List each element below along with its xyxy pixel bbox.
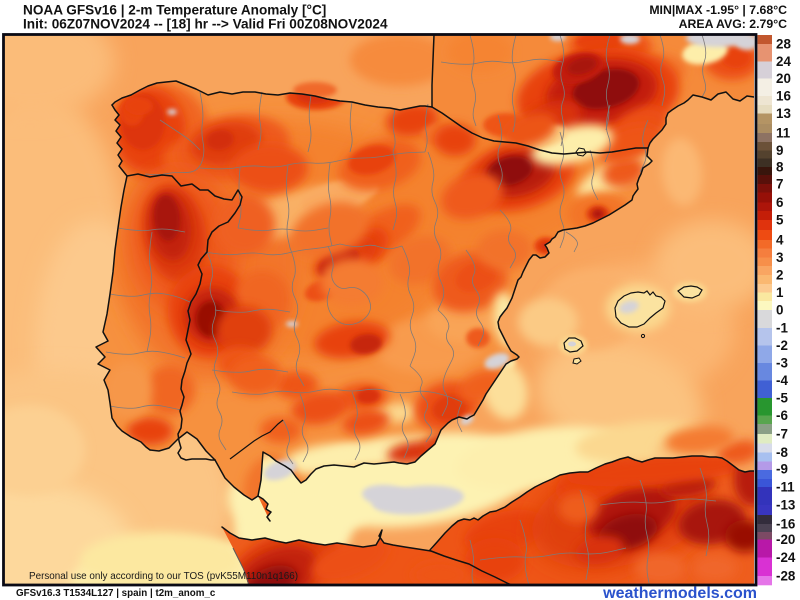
- svg-text:Init: 06Z07NOV2024 -- [18] hr: Init: 06Z07NOV2024 -- [18] hr --> Valid …: [23, 17, 388, 32]
- svg-text:20: 20: [776, 71, 791, 86]
- svg-text:weathermodels.com: weathermodels.com: [602, 585, 757, 600]
- svg-text:MIN|MAX -1.95° | 7.68°C: MIN|MAX -1.95° | 7.68°C: [649, 3, 787, 17]
- svg-text:Personal use only according to: Personal use only according to our TOS (…: [29, 571, 298, 582]
- svg-text:2: 2: [776, 268, 783, 283]
- svg-text:AREA AVG: 2.79°C: AREA AVG: 2.79°C: [679, 17, 787, 31]
- svg-text:5: 5: [776, 213, 784, 228]
- svg-text:-7: -7: [776, 427, 788, 442]
- svg-text:-9: -9: [776, 462, 788, 477]
- svg-text:-8: -8: [776, 445, 788, 460]
- svg-text:-13: -13: [776, 498, 795, 513]
- svg-text:-24: -24: [776, 550, 796, 565]
- svg-text:3: 3: [776, 250, 783, 265]
- svg-text:9: 9: [776, 143, 783, 158]
- svg-text:-4: -4: [776, 373, 788, 388]
- svg-text:13: 13: [776, 106, 791, 121]
- svg-text:-6: -6: [776, 408, 788, 423]
- svg-text:-20: -20: [776, 532, 795, 547]
- svg-text:-11: -11: [776, 480, 795, 495]
- svg-text:-16: -16: [776, 517, 795, 532]
- svg-text:28: 28: [776, 37, 791, 52]
- svg-text:-3: -3: [776, 356, 788, 371]
- svg-text:-28: -28: [776, 569, 796, 584]
- svg-text:16: 16: [776, 89, 791, 104]
- svg-text:8: 8: [776, 160, 784, 175]
- svg-text:11: 11: [776, 126, 791, 141]
- svg-text:4: 4: [776, 233, 784, 248]
- svg-text:7: 7: [776, 177, 783, 192]
- svg-text:24: 24: [776, 54, 791, 69]
- svg-text:0: 0: [776, 303, 783, 318]
- svg-text:6: 6: [776, 195, 783, 210]
- svg-text:NOAA GFSv16 | 2-m Temperature: NOAA GFSv16 | 2-m Temperature Anomaly [°…: [23, 3, 326, 18]
- svg-text:-1: -1: [776, 321, 788, 336]
- svg-text:GFSv16.3 T1534L127 | spain | t: GFSv16.3 T1534L127 | spain | t2m_anom_c: [16, 588, 216, 599]
- svg-text:-2: -2: [776, 338, 788, 353]
- svg-text:-5: -5: [776, 391, 788, 406]
- svg-text:1: 1: [776, 285, 784, 300]
